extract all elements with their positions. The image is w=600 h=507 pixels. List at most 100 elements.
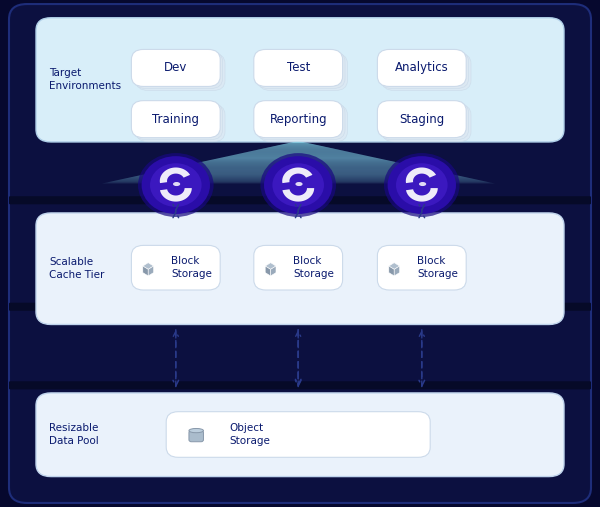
Text: Block
Storage: Block Storage xyxy=(171,257,212,279)
Polygon shape xyxy=(265,263,276,269)
FancyBboxPatch shape xyxy=(9,303,591,311)
FancyBboxPatch shape xyxy=(254,245,343,290)
FancyBboxPatch shape xyxy=(377,50,466,86)
Polygon shape xyxy=(249,151,347,152)
Text: Dev: Dev xyxy=(164,61,187,75)
Polygon shape xyxy=(244,152,352,153)
Polygon shape xyxy=(161,170,436,171)
Polygon shape xyxy=(170,167,426,169)
Polygon shape xyxy=(269,147,328,148)
Polygon shape xyxy=(181,165,416,166)
FancyBboxPatch shape xyxy=(377,101,466,137)
Polygon shape xyxy=(190,163,406,164)
Text: Test: Test xyxy=(287,61,310,75)
Text: Analytics: Analytics xyxy=(395,61,449,75)
Circle shape xyxy=(142,156,210,214)
Polygon shape xyxy=(406,167,436,183)
FancyBboxPatch shape xyxy=(256,52,345,89)
Text: Object
Storage: Object Storage xyxy=(229,423,270,446)
Text: Reporting: Reporting xyxy=(269,113,327,126)
FancyBboxPatch shape xyxy=(377,245,466,290)
FancyBboxPatch shape xyxy=(254,50,343,86)
Ellipse shape xyxy=(173,182,180,186)
Polygon shape xyxy=(282,167,313,183)
FancyBboxPatch shape xyxy=(36,393,564,477)
Circle shape xyxy=(260,153,336,217)
FancyBboxPatch shape xyxy=(36,18,564,142)
Polygon shape xyxy=(122,178,475,179)
Polygon shape xyxy=(107,182,490,183)
Polygon shape xyxy=(185,164,412,165)
FancyBboxPatch shape xyxy=(131,50,220,86)
Text: Target
Environments: Target Environments xyxy=(49,68,121,91)
FancyBboxPatch shape xyxy=(382,54,471,91)
Polygon shape xyxy=(278,144,318,145)
FancyBboxPatch shape xyxy=(9,381,591,389)
FancyBboxPatch shape xyxy=(254,101,343,137)
Polygon shape xyxy=(215,158,382,159)
Polygon shape xyxy=(205,160,392,161)
Polygon shape xyxy=(143,266,148,276)
FancyBboxPatch shape xyxy=(380,103,469,140)
Polygon shape xyxy=(200,161,397,162)
Text: Training: Training xyxy=(152,113,199,126)
Polygon shape xyxy=(265,266,271,276)
Polygon shape xyxy=(143,263,154,269)
Text: Staging: Staging xyxy=(399,113,445,126)
Polygon shape xyxy=(264,148,332,149)
Polygon shape xyxy=(148,266,154,276)
Polygon shape xyxy=(259,149,338,150)
FancyBboxPatch shape xyxy=(9,4,591,503)
Polygon shape xyxy=(160,188,192,202)
Ellipse shape xyxy=(189,428,203,432)
FancyBboxPatch shape xyxy=(36,213,564,324)
Polygon shape xyxy=(389,263,400,269)
Circle shape xyxy=(396,163,448,207)
Polygon shape xyxy=(254,150,343,151)
Polygon shape xyxy=(283,188,314,202)
FancyBboxPatch shape xyxy=(256,103,345,140)
Polygon shape xyxy=(224,156,372,157)
Polygon shape xyxy=(156,171,441,172)
FancyBboxPatch shape xyxy=(131,101,220,137)
Polygon shape xyxy=(230,155,367,156)
FancyBboxPatch shape xyxy=(259,105,347,141)
Polygon shape xyxy=(160,167,190,183)
Polygon shape xyxy=(131,176,466,177)
Ellipse shape xyxy=(295,182,302,186)
Polygon shape xyxy=(112,180,485,182)
Polygon shape xyxy=(293,141,303,142)
Text: Scalable
Cache Tier: Scalable Cache Tier xyxy=(49,257,104,280)
FancyBboxPatch shape xyxy=(166,412,430,457)
Polygon shape xyxy=(271,266,276,276)
FancyBboxPatch shape xyxy=(259,54,347,91)
FancyBboxPatch shape xyxy=(134,103,223,140)
Polygon shape xyxy=(220,157,377,158)
Polygon shape xyxy=(117,179,480,180)
Text: Block
Storage: Block Storage xyxy=(417,257,458,279)
Polygon shape xyxy=(176,166,421,167)
FancyBboxPatch shape xyxy=(380,52,469,89)
Polygon shape xyxy=(127,177,470,178)
Text: Resizable
Data Pool: Resizable Data Pool xyxy=(49,423,99,446)
Polygon shape xyxy=(141,174,455,175)
Polygon shape xyxy=(146,173,451,174)
FancyBboxPatch shape xyxy=(134,52,223,89)
FancyBboxPatch shape xyxy=(131,245,220,290)
Circle shape xyxy=(150,163,202,207)
FancyBboxPatch shape xyxy=(9,196,591,204)
Polygon shape xyxy=(102,183,495,184)
FancyBboxPatch shape xyxy=(136,105,225,141)
Polygon shape xyxy=(394,266,400,276)
Circle shape xyxy=(272,163,324,207)
Polygon shape xyxy=(151,172,446,173)
Polygon shape xyxy=(195,162,401,163)
Polygon shape xyxy=(166,169,431,170)
Polygon shape xyxy=(235,154,362,155)
Circle shape xyxy=(384,153,460,217)
Polygon shape xyxy=(289,142,308,143)
Circle shape xyxy=(264,156,332,214)
FancyBboxPatch shape xyxy=(382,105,471,141)
Polygon shape xyxy=(274,145,323,147)
Polygon shape xyxy=(210,159,387,160)
